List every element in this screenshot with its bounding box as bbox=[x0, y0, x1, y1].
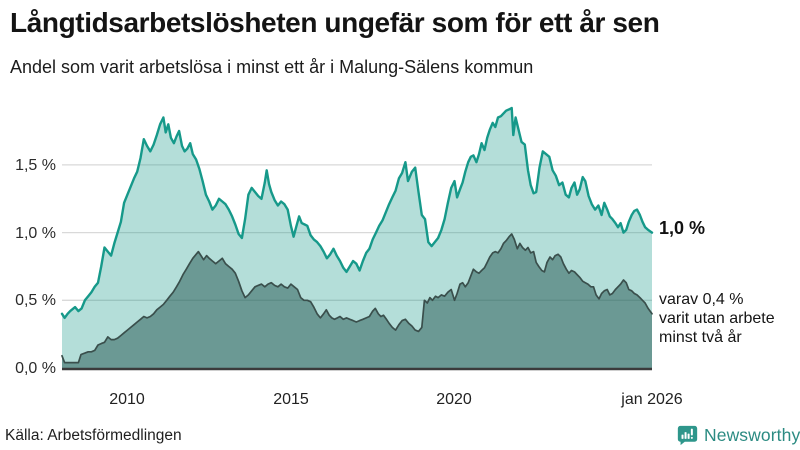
source-credit: Källa: Arbetsförmedlingen bbox=[5, 427, 182, 444]
breakdown-annotation-line-2: varit utan arbete bbox=[659, 310, 775, 327]
y-axis-tick-label: 0,0 % bbox=[15, 360, 56, 377]
newsworthy-wordmark: Newsworthy bbox=[704, 424, 800, 445]
x-axis-tick-label: 2020 bbox=[436, 391, 472, 408]
latest-value-label: 1,0 % bbox=[659, 218, 706, 238]
breakdown-annotation-line-1: varav 0,4 % bbox=[659, 291, 744, 308]
y-axis-tick-label: 1,5 % bbox=[15, 157, 56, 174]
breakdown-annotation: varav 0,4 % varit utan arbete minst två … bbox=[659, 290, 775, 347]
series-two-year-area bbox=[62, 234, 652, 368]
breakdown-annotation-line-3: minst två år bbox=[659, 329, 742, 346]
x-axis-tick-label: 2015 bbox=[273, 391, 309, 408]
newsworthy-bubble-chart-icon bbox=[677, 425, 698, 445]
chart-subtitle: Andel som varit arbetslösa i minst ett å… bbox=[10, 57, 534, 77]
y-axis-tick-label: 0,5 % bbox=[15, 292, 56, 309]
series-two-year-line bbox=[61, 233, 653, 364]
y-axis-tick-label: 1,0 % bbox=[15, 225, 56, 242]
x-axis-tick-label: jan 2026 bbox=[621, 391, 683, 408]
page-title: Långtidsarbetslösheten ungefär som för e… bbox=[10, 7, 660, 38]
x-axis-tick-label: 2010 bbox=[109, 391, 145, 408]
series-total-line bbox=[60, 106, 654, 320]
newsworthy-logo: Newsworthy bbox=[677, 423, 800, 447]
